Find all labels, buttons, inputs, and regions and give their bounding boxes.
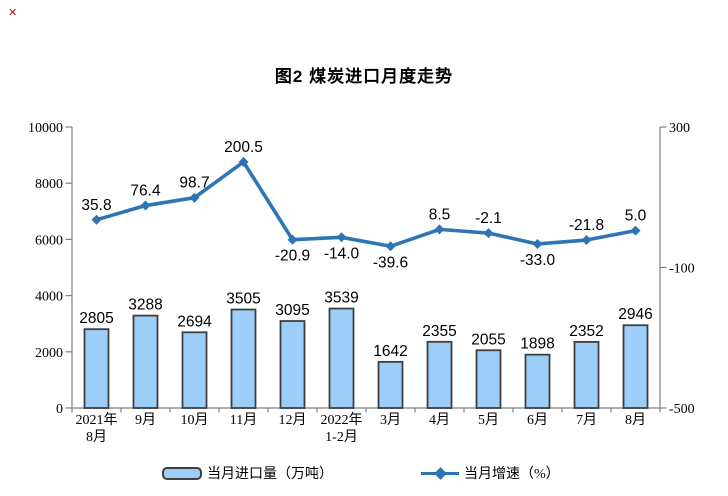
svg-text:1898: 1898: [520, 336, 554, 353]
svg-text:3月: 3月: [380, 412, 401, 428]
svg-text:6000: 6000: [35, 233, 63, 248]
line-swatch-icon: [421, 466, 459, 480]
chart-title: 图2 煤炭进口月度走势: [274, 67, 454, 86]
svg-text:1642: 1642: [373, 343, 407, 360]
svg-text:5月: 5月: [478, 412, 499, 428]
svg-text:-14.0: -14.0: [324, 245, 360, 262]
svg-text:2946: 2946: [618, 306, 652, 323]
svg-text:98.7: 98.7: [179, 175, 209, 192]
svg-text:6月: 6月: [527, 412, 548, 428]
svg-text:200.5: 200.5: [224, 139, 263, 156]
svg-text:8.5: 8.5: [429, 206, 451, 223]
svg-text:76.4: 76.4: [130, 183, 161, 200]
svg-text:7月: 7月: [576, 412, 597, 428]
svg-text:10000: 10000: [28, 121, 63, 136]
svg-text:300: 300: [669, 121, 690, 136]
svg-text:-21.8: -21.8: [569, 217, 604, 234]
svg-text:0: 0: [56, 402, 63, 417]
broken-image-icon: ✕: [8, 7, 18, 19]
svg-text:-39.6: -39.6: [373, 254, 408, 271]
svg-text:2000: 2000: [35, 346, 63, 361]
svg-text:35.8: 35.8: [81, 197, 111, 214]
svg-text:8000: 8000: [35, 177, 63, 192]
legend-label-import-volume: 当月进口量（万吨）: [207, 467, 333, 482]
svg-text:3095: 3095: [275, 302, 309, 319]
svg-text:-100: -100: [669, 262, 695, 277]
svg-text:12月: 12月: [279, 412, 307, 428]
svg-text:8月: 8月: [625, 412, 646, 428]
legend-label-growth-rate: 当月增速（%）: [464, 467, 560, 482]
legend-item-growth-rate: 当月增速（%）: [421, 463, 560, 483]
svg-text:10月: 10月: [181, 412, 209, 428]
bar-swatch-icon: [162, 466, 202, 480]
svg-text:2805: 2805: [79, 310, 113, 327]
legend-item-import-volume: 当月进口量（万吨）: [162, 463, 333, 483]
svg-text:3288: 3288: [128, 297, 162, 314]
svg-text:2355: 2355: [422, 323, 456, 340]
svg-text:-33.0: -33.0: [520, 252, 556, 269]
svg-text:4000: 4000: [35, 290, 63, 305]
svg-text:2694: 2694: [177, 313, 212, 330]
svg-text:4月: 4月: [429, 412, 450, 428]
chart-legend: 当月进口量（万吨） 当月增速（%）: [0, 460, 728, 486]
svg-text:9月: 9月: [135, 412, 156, 428]
svg-text:3505: 3505: [226, 291, 260, 308]
svg-text:11月: 11月: [230, 412, 257, 428]
svg-text:3539: 3539: [324, 290, 358, 307]
svg-text:-20.9: -20.9: [275, 248, 310, 265]
svg-text:2055: 2055: [471, 331, 505, 348]
svg-text:-500: -500: [669, 402, 695, 417]
svg-text:2352: 2352: [569, 323, 603, 340]
svg-text:5.0: 5.0: [625, 208, 647, 225]
svg-text:-2.1: -2.1: [475, 210, 502, 227]
